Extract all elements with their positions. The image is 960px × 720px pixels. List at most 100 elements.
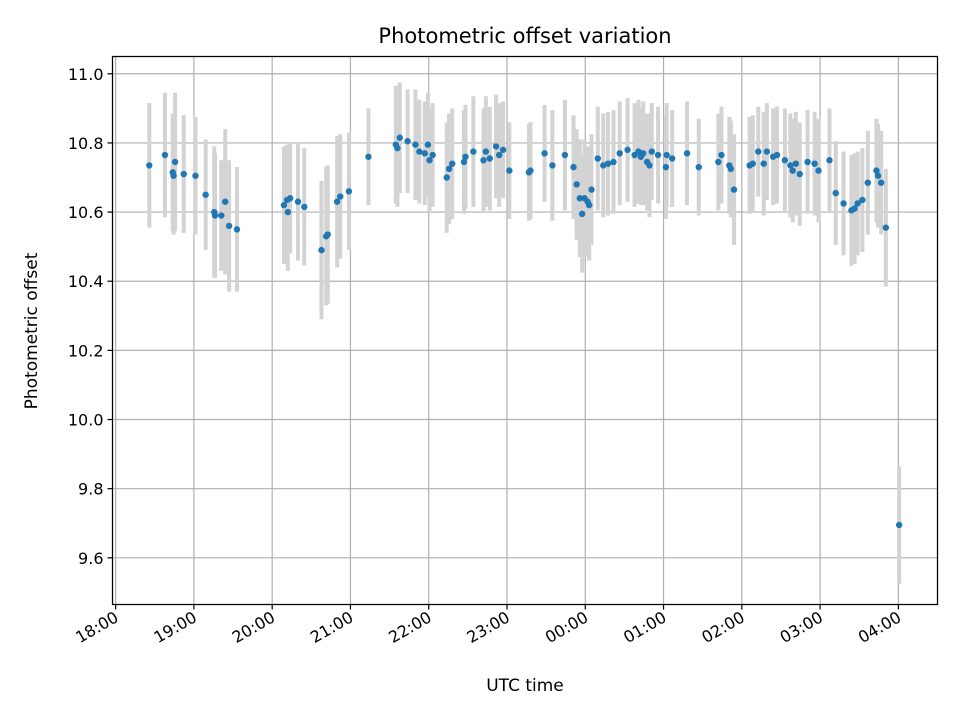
data-point: [648, 148, 656, 155]
data-point: [683, 150, 691, 157]
data-point: [233, 226, 241, 233]
data-point: [662, 163, 670, 171]
data-point: [730, 186, 738, 193]
data-point: [301, 203, 308, 211]
data-point: [171, 158, 179, 166]
data-point: [284, 208, 292, 216]
data-point: [840, 200, 847, 207]
data-point: [781, 157, 789, 164]
data-point: [294, 198, 302, 205]
data-point: [211, 212, 219, 219]
data-point: [749, 160, 756, 167]
plot-frame: [111, 55, 939, 606]
y-tick-label: 10.8: [68, 134, 104, 153]
data-point: [492, 143, 500, 150]
data-point: [324, 231, 331, 238]
data-point: [412, 141, 419, 148]
data-point: [396, 134, 403, 141]
y-tick-label: 10.0: [68, 411, 104, 430]
data-point: [576, 195, 583, 202]
data-point: [874, 172, 882, 179]
data-point: [365, 153, 372, 160]
y-tick-label: 9.8: [78, 480, 103, 499]
data-point: [804, 158, 811, 166]
data-point: [416, 148, 423, 155]
data-point: [832, 189, 839, 197]
data-point: [426, 157, 433, 164]
data-point: [421, 150, 429, 157]
data-point: [792, 160, 800, 167]
data-point: [449, 160, 456, 167]
data-point: [549, 162, 556, 169]
data-point: [715, 158, 722, 166]
data-point: [695, 163, 702, 171]
data-point: [280, 201, 288, 209]
data-point: [755, 148, 762, 155]
data-point: [462, 153, 469, 160]
data-point: [286, 195, 294, 202]
data-point: [424, 141, 432, 148]
data-point: [877, 179, 885, 186]
data-points: [146, 134, 903, 529]
data-point: [789, 167, 796, 174]
data-point: [859, 196, 866, 204]
data-point: [578, 210, 586, 218]
data-point: [895, 521, 903, 529]
data-point: [470, 148, 477, 155]
data-point: [541, 150, 548, 157]
data-point: [811, 160, 818, 167]
y-tick-label: 11.0: [68, 65, 104, 84]
data-point: [624, 146, 631, 154]
data-point: [460, 158, 468, 166]
y-tick-label: 10.4: [68, 272, 104, 291]
data-point: [882, 224, 890, 231]
data-point: [495, 151, 503, 159]
data-point: [443, 174, 450, 181]
data-point: [506, 167, 513, 174]
data-point: [218, 212, 225, 219]
data-point: [588, 186, 595, 193]
data-point: [594, 155, 601, 162]
y-tick-label: 10.6: [68, 203, 104, 222]
data-point: [773, 151, 781, 159]
y-tick-label: 10.2: [68, 341, 104, 360]
data-point: [763, 148, 771, 155]
data-point: [527, 167, 534, 174]
data-point: [146, 162, 153, 169]
data-point: [482, 148, 490, 155]
data-point: [570, 163, 577, 171]
data-point: [646, 162, 653, 169]
data-point: [639, 150, 647, 157]
data-point: [337, 193, 344, 200]
data-point: [180, 170, 187, 178]
data-point: [192, 172, 199, 179]
data-point: [610, 158, 617, 166]
data-point: [815, 167, 822, 174]
data-point: [826, 157, 833, 164]
data-point: [604, 160, 612, 167]
data-point: [170, 172, 177, 179]
y-axis-label: Photometric offset: [22, 252, 42, 409]
data-point: [654, 151, 662, 159]
y-tick-label: 9.6: [78, 549, 103, 568]
data-point: [787, 162, 794, 169]
data-point: [480, 157, 487, 164]
data-point: [222, 198, 229, 205]
data-point: [486, 155, 493, 162]
data-point: [873, 167, 880, 174]
chart-title: Photometric offset variation: [378, 24, 671, 48]
data-point: [445, 165, 453, 173]
data-point: [161, 151, 169, 159]
data-point: [616, 150, 623, 157]
data-point: [333, 198, 341, 205]
data-point: [429, 151, 436, 159]
data-point: [727, 165, 735, 173]
data-point: [851, 205, 858, 212]
data-point: [404, 138, 411, 145]
data-point: [796, 170, 803, 178]
data-point: [225, 222, 233, 230]
data-point: [345, 188, 353, 195]
x-axis-label: UTC time: [486, 676, 564, 696]
